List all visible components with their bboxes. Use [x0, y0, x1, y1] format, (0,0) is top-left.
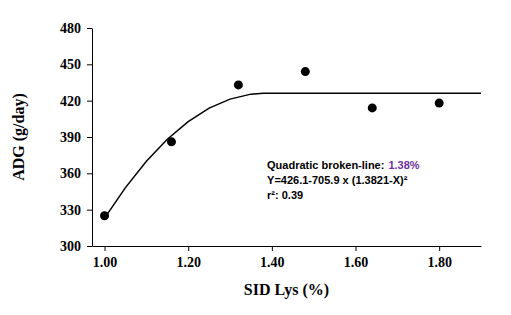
- annotation: Quadratic broken-line: 1.38%: [267, 159, 420, 171]
- y-tick-label: 330: [60, 203, 81, 218]
- annotation: Y=426.1-705.9 x (1.3821-X)²: [267, 174, 408, 186]
- y-tick-mark: [87, 173, 92, 174]
- y-tick: 360: [60, 166, 92, 181]
- x-tick-label: 1.80: [427, 255, 452, 270]
- y-tick: 450: [60, 57, 92, 72]
- y-tick: 330: [60, 203, 92, 218]
- x-axis: 1.00 1.20 1.40 1.60 1.80: [93, 246, 482, 270]
- fit-line: [105, 93, 481, 218]
- x-tick: 1.60: [344, 246, 369, 270]
- y-tick: 480: [60, 21, 92, 36]
- annotation-value: 1.38%: [388, 159, 419, 171]
- y-tick-label: 390: [60, 130, 81, 145]
- y-tick-mark: [87, 28, 92, 29]
- x-tick-label: 1.60: [344, 255, 369, 270]
- y-tick-mark: [87, 210, 92, 211]
- y-axis-line: [92, 29, 93, 247]
- data-point: [435, 99, 444, 108]
- y-tick-mark: [87, 137, 92, 138]
- y-tick-mark: [87, 246, 92, 247]
- y-tick-label: 300: [60, 239, 81, 254]
- x-tick-mark: [439, 246, 440, 251]
- x-tick-mark: [272, 246, 273, 251]
- annotation-label: Quadratic broken-line:: [267, 159, 384, 171]
- y-tick: 420: [60, 94, 92, 109]
- x-tick-label: 1.20: [176, 255, 201, 270]
- y-tick-mark: [87, 101, 92, 102]
- x-tick: 1.80: [427, 246, 452, 270]
- y-tick-mark: [87, 64, 92, 65]
- x-tick: 1.20: [176, 246, 201, 270]
- x-tick-mark: [105, 246, 106, 251]
- x-tick-label: 1.00: [93, 255, 118, 270]
- data-point: [234, 80, 243, 89]
- y-tick-label: 360: [60, 166, 81, 181]
- x-tick: 1.00: [93, 246, 118, 270]
- x-tick-label: 1.40: [260, 255, 285, 270]
- annotation: r²: 0.39: [267, 189, 303, 201]
- x-tick: 1.40: [260, 246, 285, 270]
- x-axis-line: [93, 246, 482, 247]
- x-axis-title: SID Lys (%): [244, 281, 329, 299]
- x-tick-mark: [188, 246, 189, 251]
- data-point: [368, 103, 377, 112]
- y-tick-label: 420: [60, 94, 81, 109]
- y-tick: 390: [60, 130, 92, 145]
- y-axis-title: ADG (g/day): [10, 93, 28, 181]
- chart: 1.00 1.20 1.40 1.60 1.80 300 330 360 390 420 450 48…: [0, 0, 511, 315]
- y-tick-label: 450: [60, 57, 81, 72]
- data-point: [301, 67, 310, 76]
- plot-area: [100, 67, 481, 220]
- y-tick-label: 480: [60, 21, 81, 36]
- y-axis: 300 330 360 390 420 450 480: [60, 21, 93, 254]
- x-tick-mark: [356, 246, 357, 251]
- y-tick: 300: [60, 239, 92, 254]
